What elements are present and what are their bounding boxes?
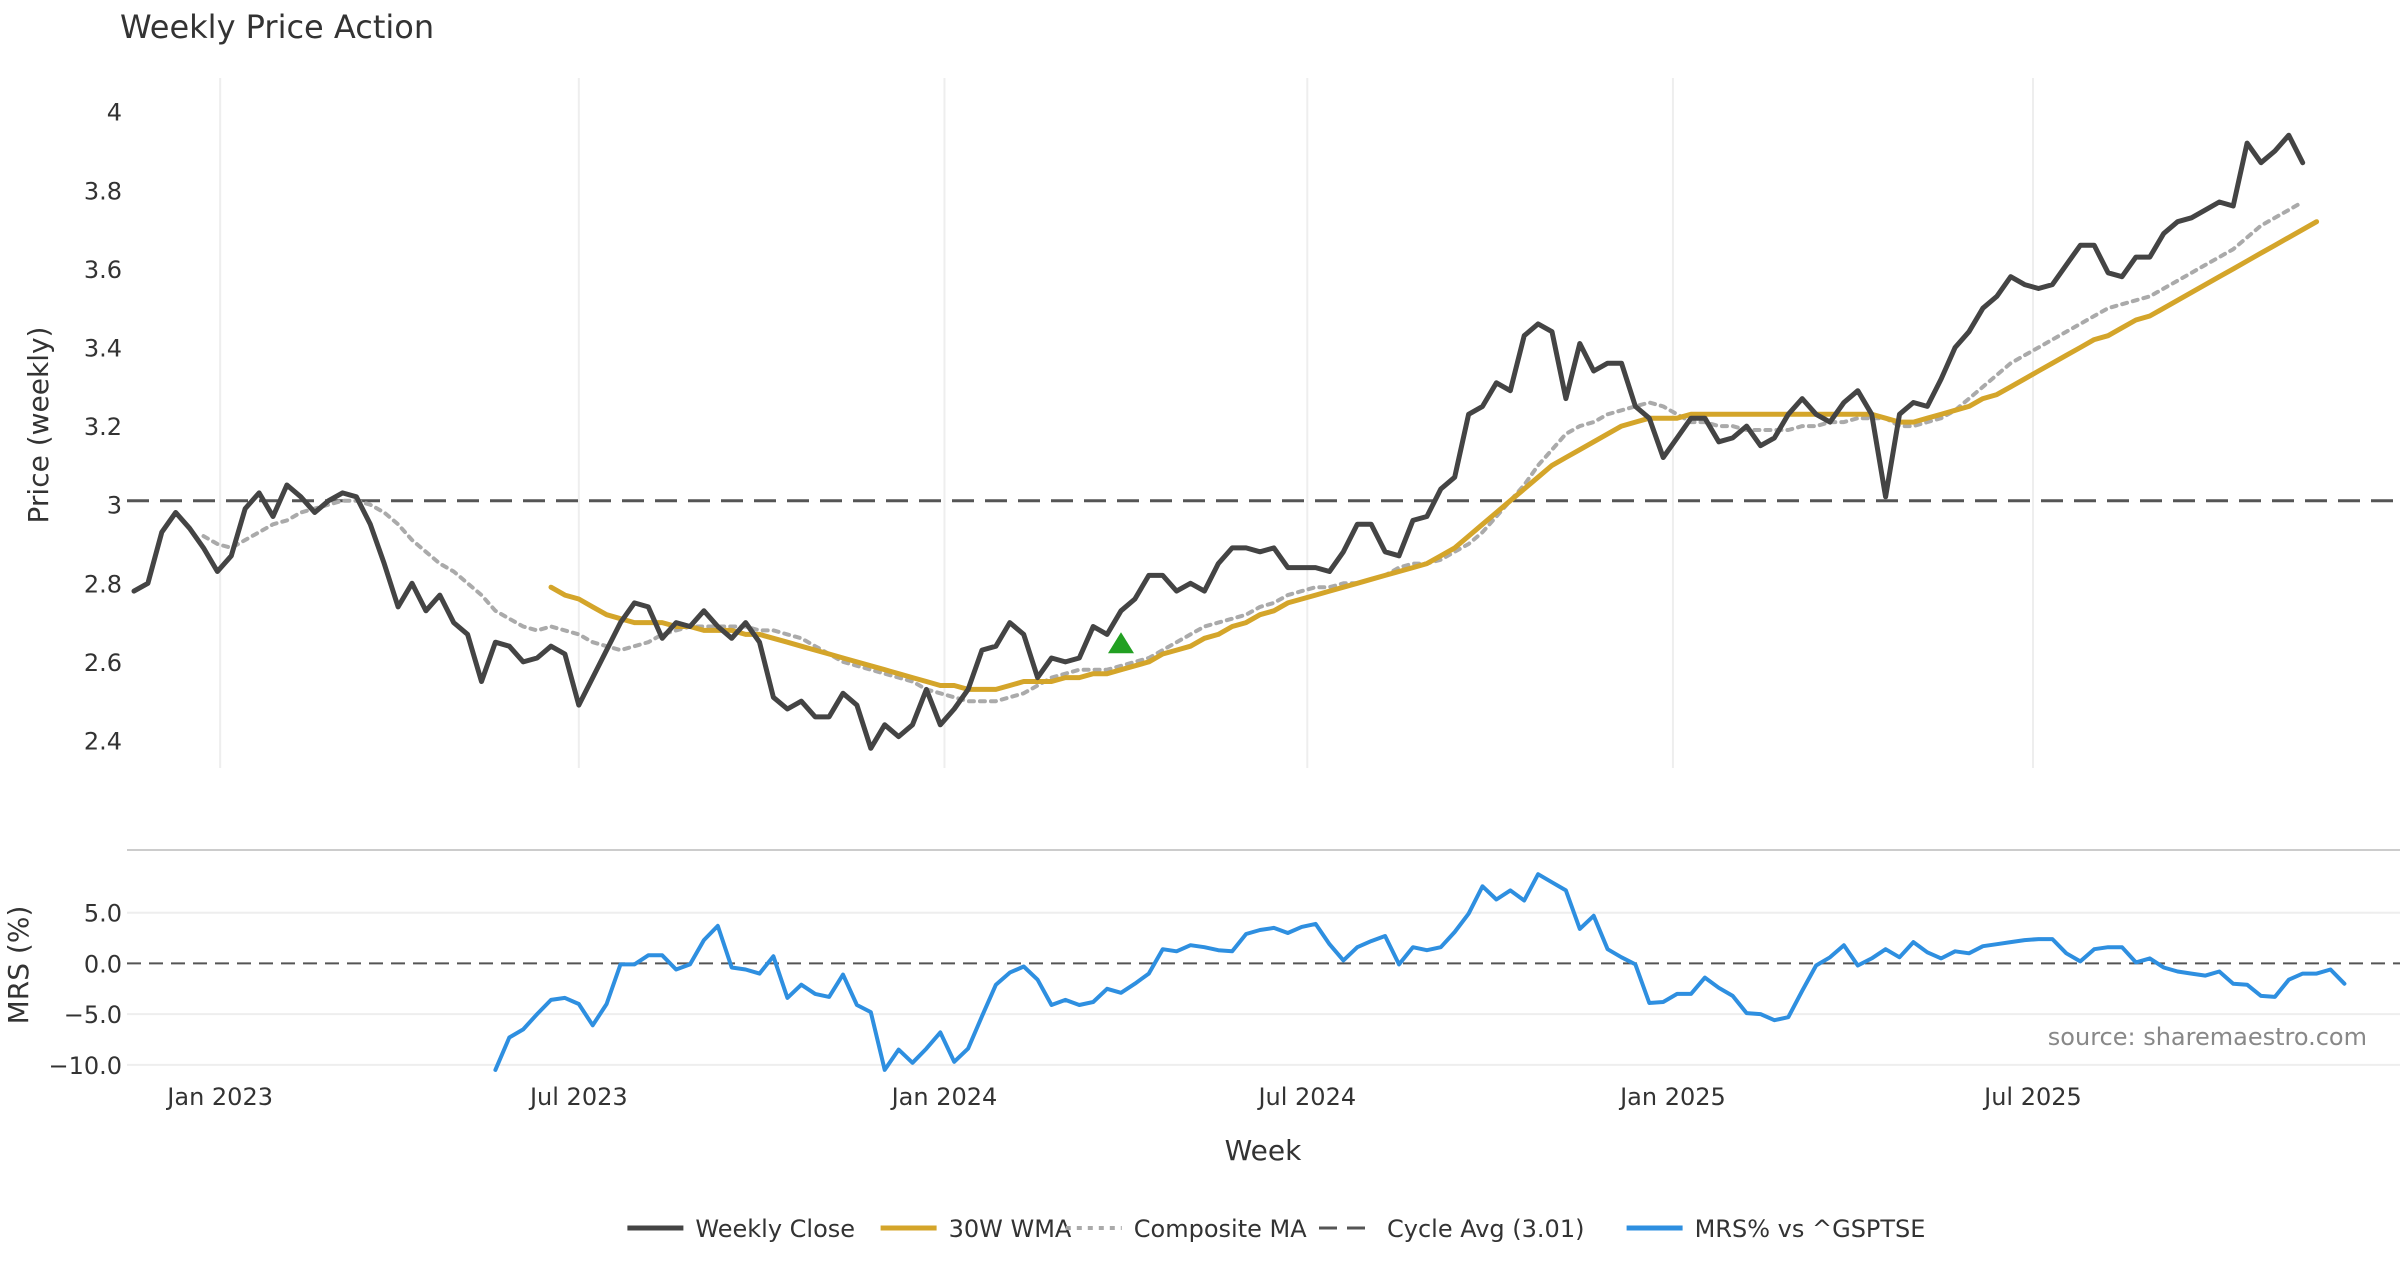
legend-label: Weekly Close <box>695 1215 855 1243</box>
price-y-tick-label: 3 <box>107 492 122 520</box>
legend: Weekly Close 30W WMA Composite MA Cycle Avg… <box>627 1215 1925 1243</box>
mrs-y-tick-label: −10.0 <box>48 1052 122 1080</box>
series-weekly-close <box>131 132 2306 751</box>
series-30w-wma <box>548 219 2320 692</box>
price-y-tick-label: 2.4 <box>84 727 122 755</box>
x-tick-label: Jan 2023 <box>165 1083 273 1111</box>
mrs-y-axis-label: MRS (%) <box>2 906 35 1025</box>
price-y-tick-label: 3.2 <box>84 413 122 441</box>
mrs-grid <box>127 911 2400 1066</box>
series-mrs-vs-gsptse <box>493 872 2347 1072</box>
legend-label: MRS% vs ^GSPTSE <box>1695 1215 1926 1243</box>
x-tick-label: Jan 2025 <box>1618 1083 1726 1111</box>
x-tick-label: Jul 2023 <box>528 1083 628 1111</box>
signal-marker-triangle <box>1108 632 1135 654</box>
chart-title: Weekly Price Action <box>120 8 434 46</box>
price-y-tick-label: 3.4 <box>84 334 122 362</box>
mrs-y-tick-label: −5.0 <box>64 1001 122 1029</box>
price-y-tick-label: 3.6 <box>84 256 122 284</box>
x-axis-ticks: Jan 2023 Jul 2023 Jan 2024 Jul 2024 Jan 2025… <box>165 1083 2082 1111</box>
x-axis-label: Week <box>1225 1134 1302 1167</box>
price-markers <box>1108 632 1135 654</box>
legend-label: Composite MA <box>1134 1215 1307 1243</box>
x-tick-label: Jan 2024 <box>890 1083 998 1111</box>
price-y-tick-label: 4 <box>107 99 122 127</box>
legend-item-mrs-vs-gsptse: MRS% vs ^GSPTSE <box>1626 1215 1926 1243</box>
price-series-group <box>131 132 2320 751</box>
price-y-axis-ticks: 2.4 2.6 2.8 3 3.2 3.4 3.6 3.8 4 <box>84 99 122 756</box>
mrs-y-tick-label: 0.0 <box>84 950 122 978</box>
source-note: source: sharemaestro.com <box>2048 1023 2367 1051</box>
legend-item-weekly-close: Weekly Close <box>627 1215 855 1243</box>
price-y-tick-label: 2.6 <box>84 649 122 677</box>
legend-item-30w-wma: 30W WMA <box>880 1215 1072 1243</box>
price-y-axis-label: Price (weekly) <box>22 327 55 524</box>
mrs-y-axis-ticks: −10.0 −5.0 0.0 5.0 <box>48 900 122 1080</box>
mrs-y-tick-label: 5.0 <box>84 900 122 928</box>
legend-item-cycle-avg-3-01: Cycle Avg (3.01) <box>1319 1215 1584 1243</box>
x-tick-label: Jul 2025 <box>1982 1083 2082 1111</box>
price-grid <box>219 78 2034 768</box>
legend-label: Cycle Avg (3.01) <box>1387 1215 1584 1243</box>
price-y-tick-label: 3.8 <box>84 177 122 205</box>
legend-item-composite-ma: Composite MA <box>1065 1215 1307 1243</box>
legend-label: 30W WMA <box>949 1215 1072 1243</box>
price-y-tick-label: 2.8 <box>84 570 122 598</box>
x-tick-label: Jul 2024 <box>1256 1083 1356 1111</box>
mrs-series-group <box>493 872 2347 1072</box>
